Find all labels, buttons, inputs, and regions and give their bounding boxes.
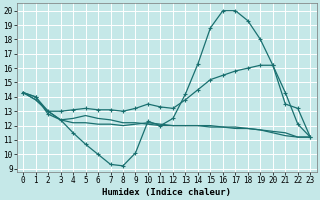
X-axis label: Humidex (Indice chaleur): Humidex (Indice chaleur): [102, 188, 231, 197]
